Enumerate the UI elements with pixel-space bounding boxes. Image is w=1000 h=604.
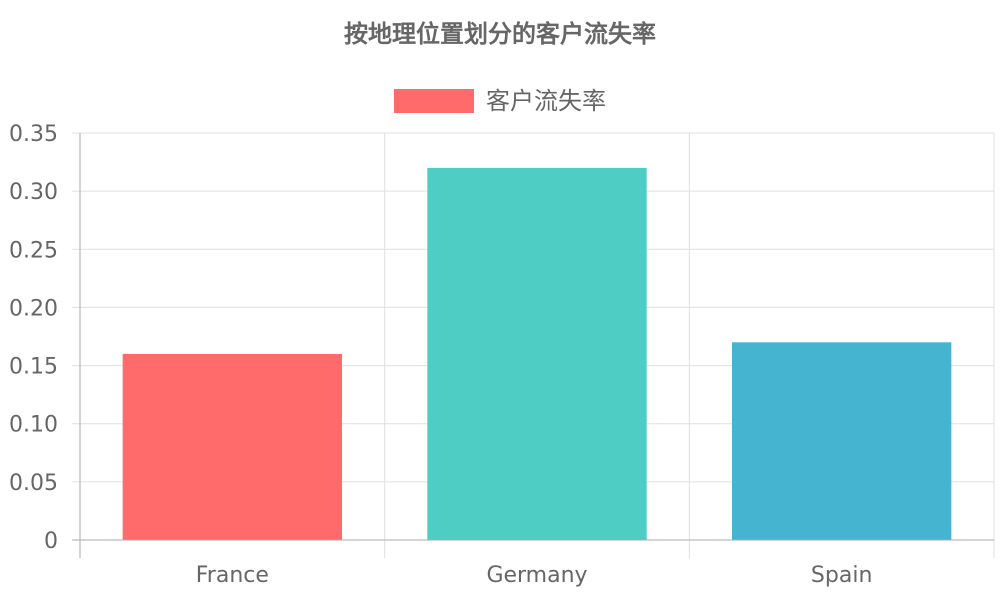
x-tick-label: France — [196, 563, 269, 588]
axes — [72, 133, 994, 558]
tick-labels: 0 0.05 0.10 0.15 0.20 0.25 0.30 0.35 France Germa… — [9, 122, 872, 588]
y-tick-label: 0.30 — [9, 180, 58, 205]
y-tick-label: 0 — [44, 529, 58, 554]
x-tick-label: Germany — [486, 563, 587, 588]
y-tick-label: 0.25 — [9, 238, 58, 263]
legend: 客户流失率 — [394, 87, 606, 115]
legend-swatch — [394, 89, 474, 113]
y-tick-label: 0.05 — [9, 471, 58, 496]
chart-title: 按地理位置划分的客户流失率 — [344, 20, 656, 48]
y-tick-label: 0.10 — [9, 413, 58, 438]
y-tick-label: 0.35 — [9, 122, 58, 147]
x-tick-label: Spain — [811, 563, 872, 588]
bar-france — [122, 353, 343, 540]
legend-label: 客户流失率 — [486, 87, 606, 115]
bar-germany — [427, 167, 647, 540]
bar-spain — [731, 342, 952, 540]
y-tick-label: 0.20 — [9, 296, 58, 321]
bars — [122, 167, 952, 540]
y-tick-label: 0.15 — [9, 355, 58, 380]
